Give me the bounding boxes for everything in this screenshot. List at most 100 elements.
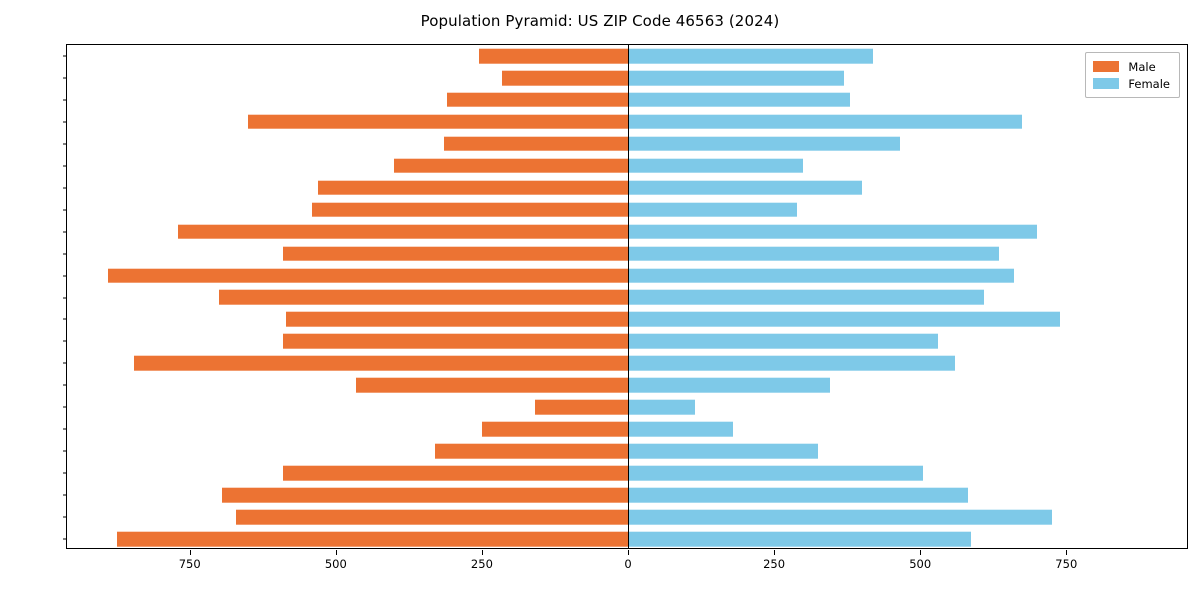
bar-row bbox=[67, 528, 1187, 548]
plot-axes: 85+80-8475-7970-7467-6965-6662-6460-6155… bbox=[62, 44, 1188, 571]
bar-female-50-54[interactable] bbox=[628, 246, 1000, 261]
bar-female-45-49[interactable] bbox=[628, 268, 1014, 283]
legend-item-male[interactable]: Male bbox=[1093, 58, 1170, 75]
bar-male-70-74[interactable] bbox=[248, 114, 628, 130]
y-tick-mark bbox=[62, 99, 67, 101]
bar-male-50-54[interactable] bbox=[283, 246, 628, 261]
legend-label-female: Female bbox=[1128, 76, 1170, 91]
bar-male-85-[interactable] bbox=[478, 48, 628, 64]
bar-female-75-79[interactable] bbox=[628, 92, 851, 108]
bar-row bbox=[67, 374, 1187, 396]
bar-male-under-5[interactable] bbox=[116, 531, 628, 547]
x-tick-mark bbox=[920, 550, 922, 555]
bar-female-30-34[interactable] bbox=[628, 334, 938, 349]
x-tick-label: 500 bbox=[909, 557, 932, 571]
bar-row bbox=[67, 89, 1187, 111]
bar-male-55-59[interactable] bbox=[178, 224, 628, 239]
bar-male-65-66[interactable] bbox=[394, 158, 628, 174]
bar-male-20[interactable] bbox=[481, 421, 628, 437]
bar-female-85-[interactable] bbox=[628, 48, 874, 64]
bar-male-30-34[interactable] bbox=[283, 334, 628, 349]
y-tick-mark bbox=[62, 209, 67, 211]
bar-row bbox=[67, 462, 1187, 484]
bar-row bbox=[67, 265, 1187, 287]
bar-female-62-64[interactable] bbox=[628, 180, 862, 195]
bar-row bbox=[67, 440, 1187, 462]
bar-female-under-5[interactable] bbox=[628, 531, 972, 547]
y-tick-mark bbox=[62, 428, 67, 430]
y-tick-mark bbox=[62, 494, 67, 496]
bar-female-20[interactable] bbox=[628, 421, 734, 437]
x-tick-mark bbox=[1066, 550, 1068, 555]
bar-female-25-29[interactable] bbox=[628, 356, 956, 371]
bar-male-60-61[interactable] bbox=[312, 202, 628, 217]
bar-male-40-44[interactable] bbox=[218, 290, 628, 305]
legend-swatch-female-icon bbox=[1093, 78, 1120, 89]
bar-female-21[interactable] bbox=[628, 399, 696, 415]
bar-row bbox=[67, 177, 1187, 199]
bar-female-18-19[interactable] bbox=[628, 443, 818, 459]
bar-male-45-49[interactable] bbox=[107, 268, 628, 283]
zero-axis-line bbox=[628, 45, 630, 548]
bar-male-22-24[interactable] bbox=[356, 378, 628, 393]
chart-legend: Male Female bbox=[1085, 52, 1180, 98]
x-tick-mark bbox=[189, 550, 191, 555]
x-tick-label: 750 bbox=[1055, 557, 1078, 571]
y-tick-mark bbox=[62, 362, 67, 364]
bar-row bbox=[67, 418, 1187, 440]
bar-female-60-61[interactable] bbox=[628, 202, 798, 217]
y-tick-mark bbox=[62, 253, 67, 255]
bar-male-25-29[interactable] bbox=[134, 356, 628, 371]
legend-swatch-male-icon bbox=[1093, 61, 1120, 72]
bar-row bbox=[67, 45, 1187, 67]
bar-female-22-24[interactable] bbox=[628, 378, 830, 393]
x-tick-mark bbox=[335, 550, 337, 555]
y-tick-mark bbox=[62, 275, 67, 277]
bar-female-67-69[interactable] bbox=[628, 136, 900, 152]
bar-row bbox=[67, 133, 1187, 155]
y-tick-mark bbox=[62, 406, 67, 408]
bar-female-55-59[interactable] bbox=[628, 224, 1038, 239]
bar-row bbox=[67, 352, 1187, 374]
bar-female-15-17[interactable] bbox=[628, 465, 924, 481]
bar-male-35-39[interactable] bbox=[286, 312, 628, 327]
bar-male-75-79[interactable] bbox=[446, 92, 628, 108]
bar-male-67-69[interactable] bbox=[443, 136, 628, 152]
x-tick-label: 750 bbox=[178, 557, 201, 571]
y-tick-mark bbox=[62, 450, 67, 452]
x-tick-label: 250 bbox=[470, 557, 493, 571]
y-tick-mark bbox=[62, 516, 67, 518]
y-tick-mark bbox=[62, 297, 67, 298]
bar-female-35-39[interactable] bbox=[628, 312, 1061, 327]
plot-area bbox=[67, 45, 1187, 548]
y-tick-mark bbox=[62, 384, 67, 386]
bar-male-10-14[interactable] bbox=[221, 487, 628, 503]
bar-male-80-84[interactable] bbox=[502, 70, 628, 86]
bar-female-80-84[interactable] bbox=[628, 70, 845, 86]
bar-female-40-44[interactable] bbox=[628, 290, 985, 305]
bar-row bbox=[67, 396, 1187, 418]
bar-male-5-9[interactable] bbox=[236, 509, 628, 525]
bar-male-18-19[interactable] bbox=[435, 443, 628, 459]
legend-item-female[interactable]: Female bbox=[1093, 75, 1170, 92]
x-tick-mark bbox=[628, 550, 629, 555]
bar-female-65-66[interactable] bbox=[628, 158, 804, 174]
bar-row bbox=[67, 67, 1187, 89]
bar-female-10-14[interactable] bbox=[628, 487, 969, 503]
y-tick-mark bbox=[62, 231, 67, 233]
x-tick-mark bbox=[481, 550, 483, 555]
bar-male-15-17[interactable] bbox=[283, 465, 628, 481]
bar-female-5-9[interactable] bbox=[628, 509, 1052, 525]
bar-row bbox=[67, 199, 1187, 221]
bar-row bbox=[67, 308, 1187, 330]
y-tick-mark bbox=[62, 143, 67, 145]
bar-male-62-64[interactable] bbox=[318, 180, 628, 195]
bar-female-70-74[interactable] bbox=[628, 114, 1023, 130]
bar-male-21[interactable] bbox=[534, 399, 628, 415]
x-tick-label: 250 bbox=[763, 557, 786, 571]
y-tick-mark bbox=[62, 318, 67, 320]
bar-row bbox=[67, 506, 1187, 528]
y-tick-mark bbox=[62, 472, 67, 474]
y-tick-mark bbox=[62, 121, 67, 123]
